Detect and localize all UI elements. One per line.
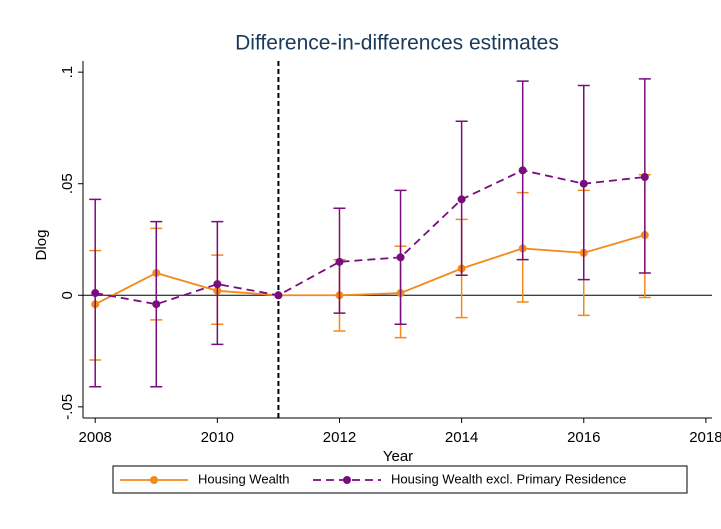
y-tick-label: -.05: [59, 394, 76, 420]
legend-marker: [343, 476, 351, 484]
point: [274, 291, 283, 300]
x-axis-title: Year: [383, 448, 413, 465]
series-line: [95, 169, 645, 306]
legend: [112, 465, 688, 494]
x-tick-label: 2018: [689, 429, 721, 446]
y-tick-label: 0: [59, 291, 76, 299]
x-tick-label: 2008: [79, 429, 112, 446]
series-line: [94, 234, 646, 306]
point: [213, 280, 222, 289]
x-tick-label: 2010: [201, 429, 234, 446]
point: [152, 300, 161, 309]
point: [457, 195, 466, 204]
y-tick-label: .05: [59, 173, 76, 194]
point: [579, 179, 588, 188]
x-tick-label: 2012: [323, 429, 356, 446]
point: [518, 166, 527, 175]
chart-title: Difference-in-differences estimates: [235, 32, 559, 55]
point: [640, 173, 649, 182]
point: [91, 289, 100, 298]
point: [335, 257, 344, 266]
legend-marker: [150, 476, 158, 484]
x-tick-label: 2014: [445, 429, 478, 446]
legend-label: Housing Wealth: [198, 471, 290, 486]
legend-label: Housing Wealth excl. Primary Residence: [391, 471, 626, 486]
x-tick-label: 2016: [567, 429, 600, 446]
y-tick-label: .1: [59, 66, 76, 79]
y-axis-title: Dlog: [33, 230, 50, 261]
point: [396, 253, 405, 262]
